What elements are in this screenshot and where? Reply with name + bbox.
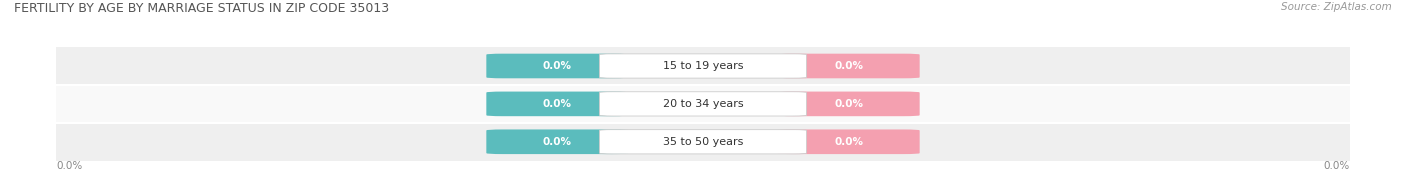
Text: 0.0%: 0.0% bbox=[56, 161, 83, 171]
Text: 0.0%: 0.0% bbox=[834, 137, 863, 147]
Text: Source: ZipAtlas.com: Source: ZipAtlas.com bbox=[1281, 2, 1392, 12]
Bar bbox=[56, 85, 1350, 123]
Bar bbox=[56, 47, 1350, 85]
Text: 0.0%: 0.0% bbox=[1323, 161, 1350, 171]
FancyBboxPatch shape bbox=[778, 92, 920, 116]
Text: 35 to 50 years: 35 to 50 years bbox=[662, 137, 744, 147]
FancyBboxPatch shape bbox=[599, 130, 807, 154]
Text: 0.0%: 0.0% bbox=[834, 99, 863, 109]
Text: 15 to 19 years: 15 to 19 years bbox=[662, 61, 744, 71]
FancyBboxPatch shape bbox=[599, 92, 807, 116]
Text: 0.0%: 0.0% bbox=[543, 61, 572, 71]
FancyBboxPatch shape bbox=[599, 54, 807, 78]
Text: 0.0%: 0.0% bbox=[543, 137, 572, 147]
FancyBboxPatch shape bbox=[486, 92, 628, 116]
FancyBboxPatch shape bbox=[486, 54, 628, 78]
Text: 0.0%: 0.0% bbox=[834, 61, 863, 71]
Bar bbox=[56, 123, 1350, 161]
Text: 20 to 34 years: 20 to 34 years bbox=[662, 99, 744, 109]
FancyBboxPatch shape bbox=[778, 54, 920, 78]
Text: FERTILITY BY AGE BY MARRIAGE STATUS IN ZIP CODE 35013: FERTILITY BY AGE BY MARRIAGE STATUS IN Z… bbox=[14, 2, 389, 15]
Text: 0.0%: 0.0% bbox=[543, 99, 572, 109]
FancyBboxPatch shape bbox=[778, 130, 920, 154]
FancyBboxPatch shape bbox=[486, 130, 628, 154]
